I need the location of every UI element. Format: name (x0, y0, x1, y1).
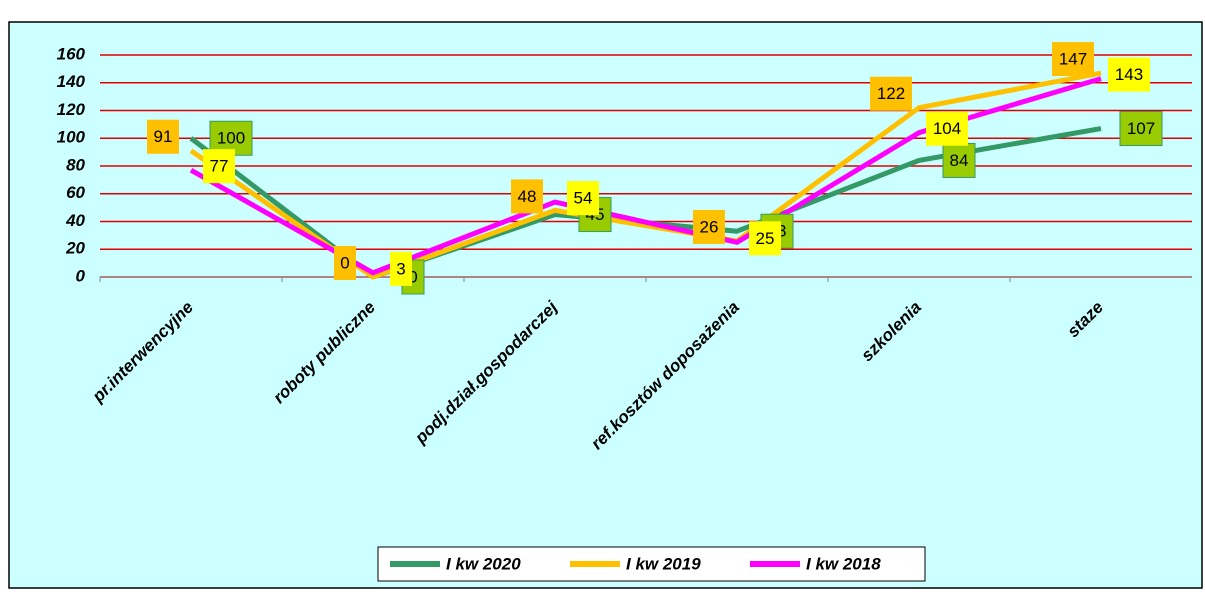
data-label-box (1108, 57, 1150, 92)
y-tick-label: 140 (57, 72, 86, 91)
legend-label: I kw 2020 (446, 554, 521, 573)
data-label-box (334, 246, 356, 280)
data-label: 48 (518, 187, 537, 206)
data-label: 0 (408, 267, 417, 286)
y-tick-label: 60 (66, 183, 85, 202)
data-label: 77 (210, 157, 229, 176)
data-label-box (870, 76, 912, 111)
data-label: 26 (700, 217, 719, 236)
data-label-box (926, 111, 968, 146)
data-label: 0 (340, 253, 349, 272)
data-label: 3 (396, 259, 405, 278)
data-label: 91 (154, 127, 173, 146)
data-label: 104 (933, 119, 961, 138)
data-label: 147 (1059, 50, 1087, 69)
data-label-box (203, 149, 235, 184)
data-label-box (511, 179, 543, 214)
y-tick-label: 40 (65, 211, 85, 230)
data-label-box (390, 251, 412, 286)
y-tick-label: 160 (57, 44, 86, 63)
data-label-box (147, 119, 179, 154)
data-label-box (942, 142, 976, 178)
y-tick-label: 100 (57, 128, 86, 147)
y-tick-label: 120 (57, 100, 86, 119)
legend-label: I kw 2018 (806, 554, 881, 573)
data-label: 122 (877, 84, 905, 103)
data-label-box (693, 209, 725, 244)
data-label: 143 (1115, 65, 1143, 84)
data-label-box (749, 221, 781, 256)
data-label: 54 (574, 189, 593, 208)
data-label: 84 (950, 151, 969, 170)
data-label: 107 (1127, 119, 1155, 138)
y-tick-label: 80 (66, 155, 85, 174)
y-tick-label: 20 (65, 239, 85, 258)
legend-label: I kw 2019 (626, 554, 701, 573)
data-label: 25 (756, 229, 775, 248)
data-label-box (1119, 111, 1163, 147)
data-label: 100 (217, 129, 245, 148)
y-tick-label: 0 (76, 266, 86, 285)
data-label-box (567, 181, 599, 216)
data-label-box (1052, 42, 1094, 77)
legend-box (377, 546, 926, 582)
chart-area (8, 21, 1203, 589)
